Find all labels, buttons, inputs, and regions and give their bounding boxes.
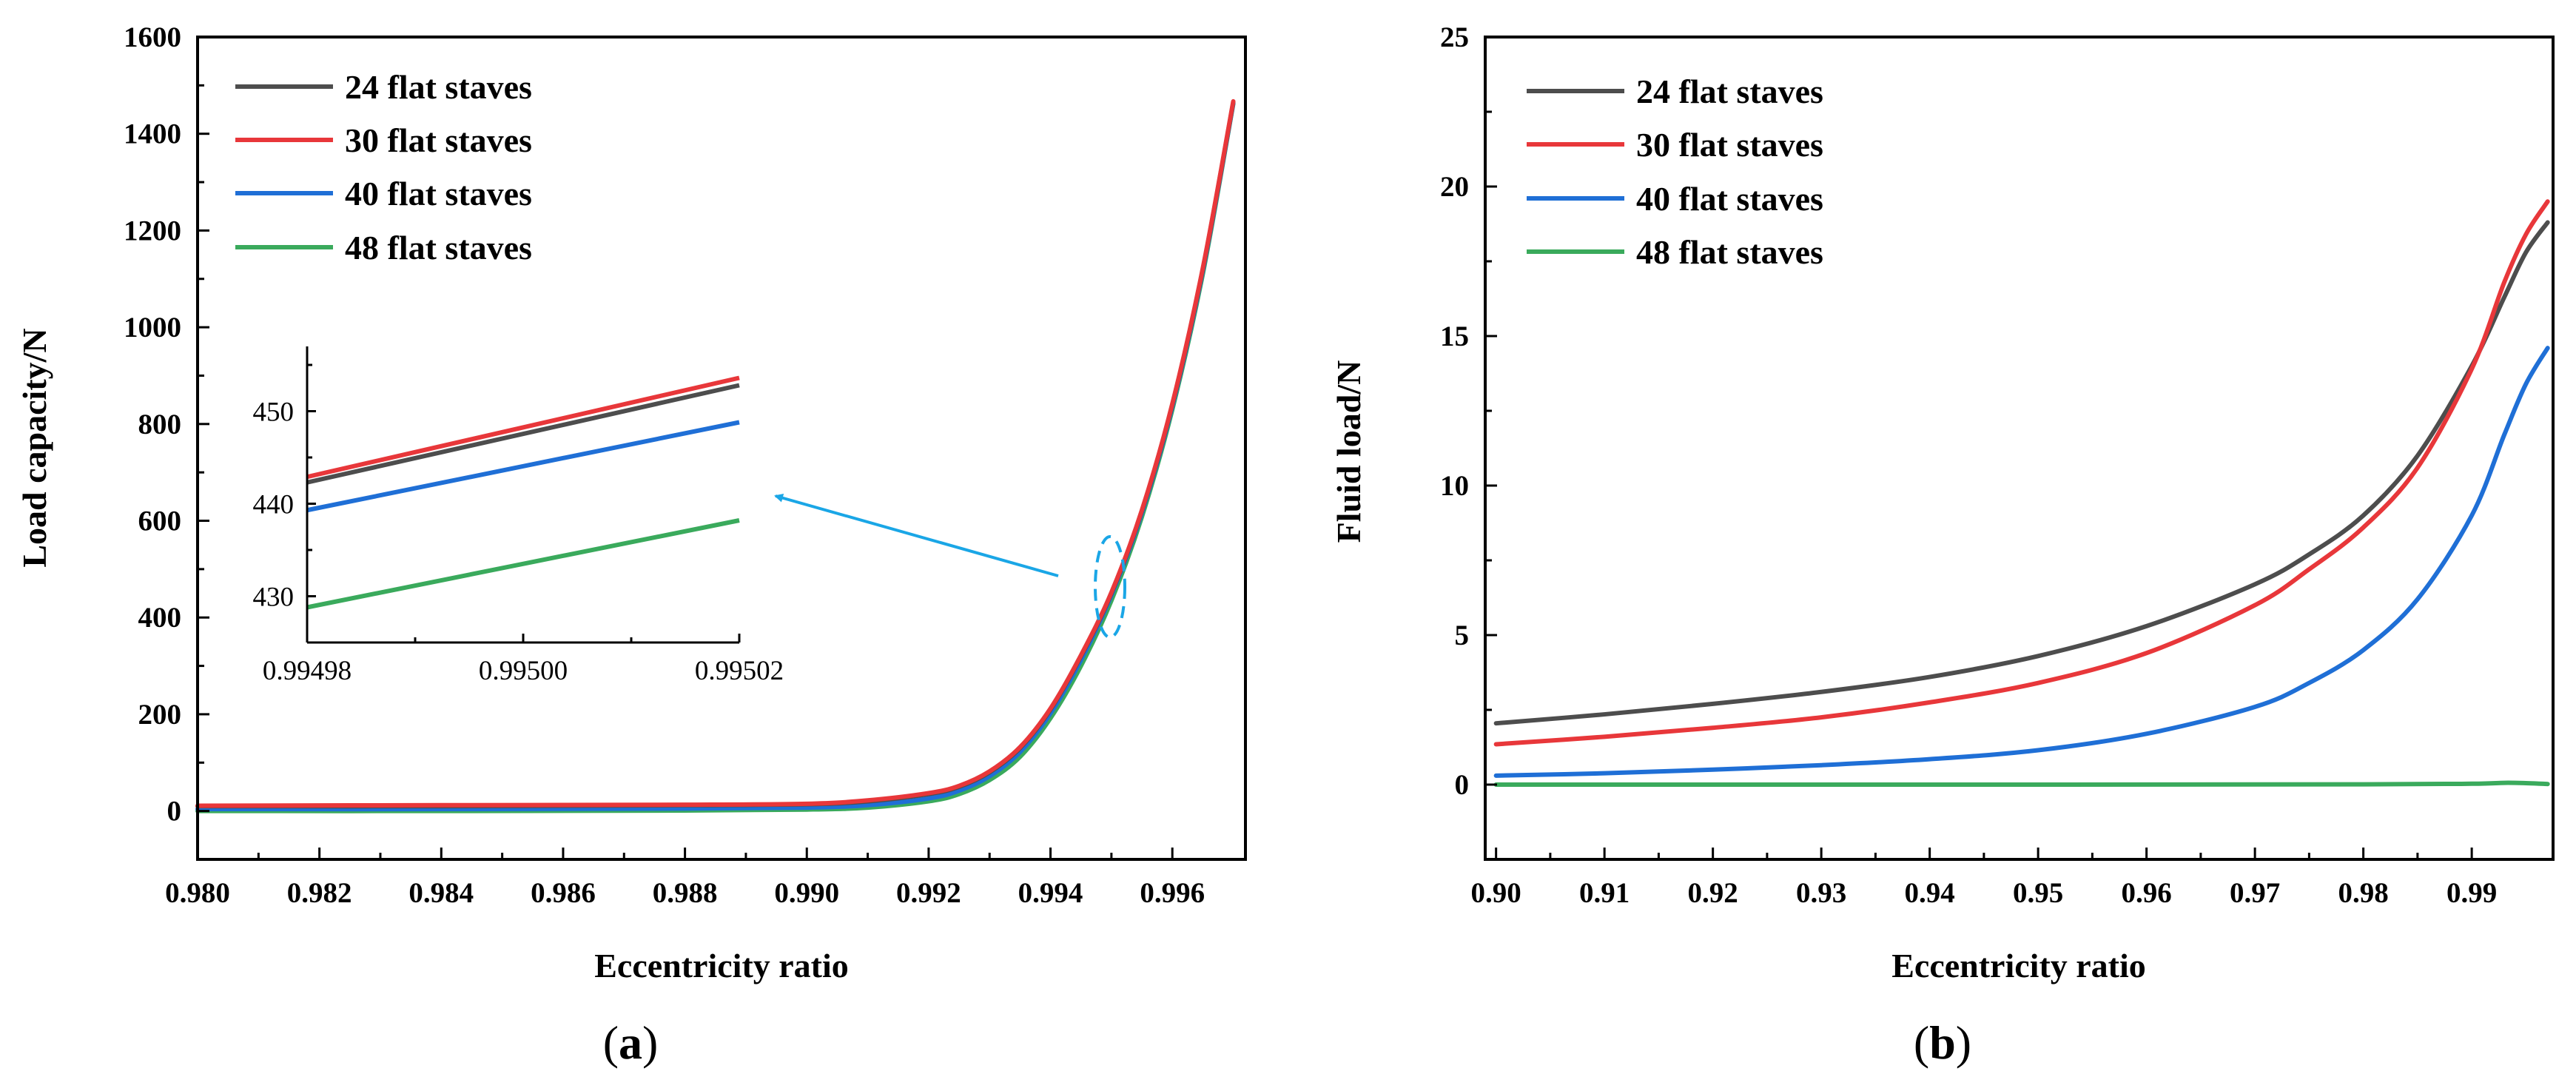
inset-y-tick-label: 450 bbox=[253, 397, 295, 428]
panel-b-letter: b bbox=[1929, 1016, 1956, 1069]
inset-series-line-24 bbox=[306, 383, 740, 485]
inset-series-line-48 bbox=[306, 518, 740, 610]
chart-panel-a: 0.980 0.982 0.984 0.986 0.988 0.990 0.992 0.994… bbox=[16, 21, 1247, 1069]
panel-a-x-tick-label: 0.992 bbox=[896, 877, 961, 909]
panel-b-x-tick-label: 0.93 bbox=[1796, 877, 1846, 909]
panel-a-y-tick-label: 800 bbox=[138, 409, 182, 440]
panel-a-ylabel: Load capacity/N bbox=[16, 328, 53, 567]
panel-b-y-tick-label: 25 bbox=[1440, 21, 1469, 53]
panel-b-y-tick-label: 10 bbox=[1440, 470, 1469, 502]
panel-b-legend: 24 flat staves 30 flat staves 40 flat st… bbox=[1527, 73, 1823, 271]
inset-x-tick-label: 0.99500 bbox=[479, 656, 568, 686]
panel-a-x-ticks: 0.980 0.982 0.984 0.986 0.988 0.990 0.992 0.994… bbox=[165, 848, 1205, 909]
legend-item-24: 24 flat staves bbox=[235, 68, 532, 106]
panel-a-y-tick-label: 600 bbox=[138, 506, 182, 537]
panel-a-letter: a bbox=[619, 1016, 642, 1069]
inset-y-tick-label: 440 bbox=[253, 490, 295, 520]
panel-b-series-line-48 bbox=[1493, 780, 2550, 788]
legend-item-40: 40 flat staves bbox=[1527, 180, 1823, 218]
panel-a-plot-frame bbox=[196, 36, 1247, 861]
panel-b-y-tick-label: 5 bbox=[1455, 620, 1470, 651]
panel-a-x-tick-label: 0.980 bbox=[165, 877, 230, 909]
panel-a-series-line-30 bbox=[195, 98, 1236, 808]
panel-a-x-tick-label: 0.984 bbox=[408, 877, 474, 909]
zoom-arrow bbox=[774, 493, 1059, 577]
panel-b-x-tick-label: 0.92 bbox=[1688, 877, 1738, 909]
panel-a-y-tick-label: 0 bbox=[167, 796, 182, 828]
panel-a-x-tick-label: 0.982 bbox=[287, 877, 352, 909]
panel-a-y-tick-label: 200 bbox=[138, 699, 182, 731]
panel-b-x-tick-label: 0.94 bbox=[1905, 877, 1955, 909]
panel-b-series-line-24 bbox=[1493, 220, 2550, 726]
inset-x-tick-label: 0.99498 bbox=[263, 656, 352, 686]
legend-label: 30 flat staves bbox=[345, 121, 532, 159]
legend-label: 48 flat staves bbox=[345, 229, 532, 266]
panel-b-x-tick-label: 0.95 bbox=[2013, 877, 2063, 909]
panel-b-x-tick-label: 0.90 bbox=[1471, 877, 1521, 909]
inset-x-tick-label: 0.99502 bbox=[695, 656, 784, 686]
zoom-region-ellipse bbox=[1094, 535, 1126, 639]
panel-b-x-tick-label: 0.96 bbox=[2122, 877, 2172, 909]
legend-item-48: 48 flat staves bbox=[235, 229, 532, 266]
panel-a-label: (a) bbox=[603, 1016, 659, 1069]
panel-b-plot-frame bbox=[1484, 36, 2555, 861]
inset-y-tick-label: 430 bbox=[253, 583, 295, 613]
panel-a-y-tick-label: 400 bbox=[138, 602, 182, 634]
panel-b-y-tick-label: 15 bbox=[1440, 321, 1469, 352]
panel-a-inset: 0.99498 0.99500 0.99502 430 440 450 bbox=[253, 346, 784, 686]
legend-item-30: 30 flat staves bbox=[1527, 126, 1823, 164]
panel-b-series-line-30 bbox=[1493, 199, 2550, 747]
legend-item-48: 48 flat staves bbox=[1527, 233, 1823, 271]
panel-b-y-tick-label: 0 bbox=[1455, 769, 1470, 801]
inset-series-line-30 bbox=[306, 375, 740, 480]
panel-a-x-tick-label: 0.990 bbox=[774, 877, 839, 909]
panel-a-x-tick-label: 0.996 bbox=[1140, 877, 1205, 909]
panel-b-series-layer bbox=[1493, 199, 2550, 788]
panel-b-x-tick-label: 0.97 bbox=[2230, 877, 2280, 909]
legend-label: 24 flat staves bbox=[1636, 73, 1823, 110]
legend-item-40: 40 flat staves bbox=[235, 175, 532, 212]
panel-b-x-tick-label: 0.99 bbox=[2446, 877, 2497, 909]
legend-item-30: 30 flat staves bbox=[235, 121, 532, 159]
inset-series-line-40 bbox=[306, 420, 740, 513]
panel-a-legend: 24 flat staves 30 flat staves 40 flat st… bbox=[235, 68, 532, 266]
inset-x-ticks: 0.99498 0.99500 0.99502 bbox=[263, 634, 784, 686]
legend-label: 48 flat staves bbox=[1636, 233, 1823, 271]
legend-label: 40 flat staves bbox=[345, 175, 532, 212]
panel-b-series-line-40 bbox=[1493, 346, 2550, 778]
panel-a-x-tick-label: 0.994 bbox=[1018, 877, 1083, 909]
panel-a-y-tick-label: 1000 bbox=[124, 312, 181, 343]
panel-a-y-tick-label: 1200 bbox=[124, 215, 181, 246]
panel-a-series-layer bbox=[195, 98, 1236, 813]
panel-b-ylabel: Fluid load/N bbox=[1330, 360, 1368, 543]
panel-a-x-tick-label: 0.988 bbox=[653, 877, 718, 909]
panel-b-label: (b) bbox=[1914, 1016, 1971, 1069]
panel-a-xlabel: Eccentricity ratio bbox=[594, 947, 849, 984]
panel-b-y-tick-label: 20 bbox=[1440, 171, 1469, 203]
legend-label: 24 flat staves bbox=[345, 68, 532, 106]
panel-a-y-tick-label: 1600 bbox=[124, 21, 181, 53]
panel-a-y-tick-label: 1400 bbox=[124, 118, 181, 150]
panel-b-x-tick-label: 0.98 bbox=[2338, 877, 2389, 909]
chart-panel-b: 0.90 0.91 0.92 0.93 0.94 0.95 0.96 0.97 0.98 0.99… bbox=[1330, 21, 2555, 1069]
inset-series-layer bbox=[306, 375, 740, 610]
legend-label: 40 flat staves bbox=[1636, 180, 1823, 218]
panel-b-x-tick-label: 0.91 bbox=[1579, 877, 1630, 909]
legend-item-24: 24 flat staves bbox=[1527, 73, 1823, 110]
inset-y-ticks: 430 440 450 bbox=[253, 363, 316, 613]
panel-b-x-ticks: 0.90 0.91 0.92 0.93 0.94 0.95 0.96 0.97 0.98 0.99 bbox=[1471, 848, 2497, 909]
panel-a-x-tick-label: 0.986 bbox=[531, 877, 596, 909]
legend-label: 30 flat staves bbox=[1636, 126, 1823, 164]
panel-b-y-ticks: 0 5 10 15 20 25 bbox=[1440, 21, 1497, 801]
panel-a-y-ticks: 0 200 400 600 800 1000 1200 1400 1600 bbox=[124, 21, 209, 828]
panel-b-xlabel: Eccentricity ratio bbox=[1891, 947, 2146, 984]
